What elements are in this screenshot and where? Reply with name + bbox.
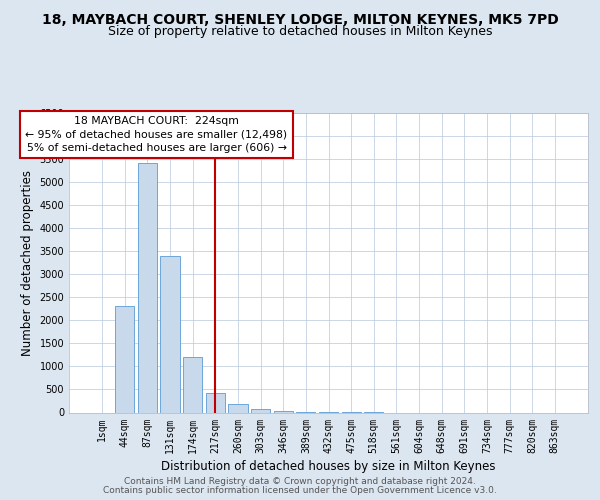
Text: Contains HM Land Registry data © Crown copyright and database right 2024.: Contains HM Land Registry data © Crown c… — [124, 477, 476, 486]
Bar — [229, 404, 248, 412]
Bar — [206, 393, 225, 412]
X-axis label: Distribution of detached houses by size in Milton Keynes: Distribution of detached houses by size … — [161, 460, 496, 472]
Y-axis label: Number of detached properties: Number of detached properties — [21, 170, 34, 356]
Bar — [274, 411, 293, 412]
Bar — [160, 256, 180, 412]
Bar — [183, 357, 202, 412]
Bar — [115, 306, 134, 412]
Text: Contains public sector information licensed under the Open Government Licence v3: Contains public sector information licen… — [103, 486, 497, 495]
Bar — [251, 409, 270, 412]
Text: Size of property relative to detached houses in Milton Keynes: Size of property relative to detached ho… — [108, 25, 492, 38]
Text: 18 MAYBACH COURT:  224sqm
← 95% of detached houses are smaller (12,498)
5% of se: 18 MAYBACH COURT: 224sqm ← 95% of detach… — [25, 116, 287, 152]
Bar — [138, 164, 157, 412]
Text: 18, MAYBACH COURT, SHENLEY LODGE, MILTON KEYNES, MK5 7PD: 18, MAYBACH COURT, SHENLEY LODGE, MILTON… — [41, 12, 559, 26]
